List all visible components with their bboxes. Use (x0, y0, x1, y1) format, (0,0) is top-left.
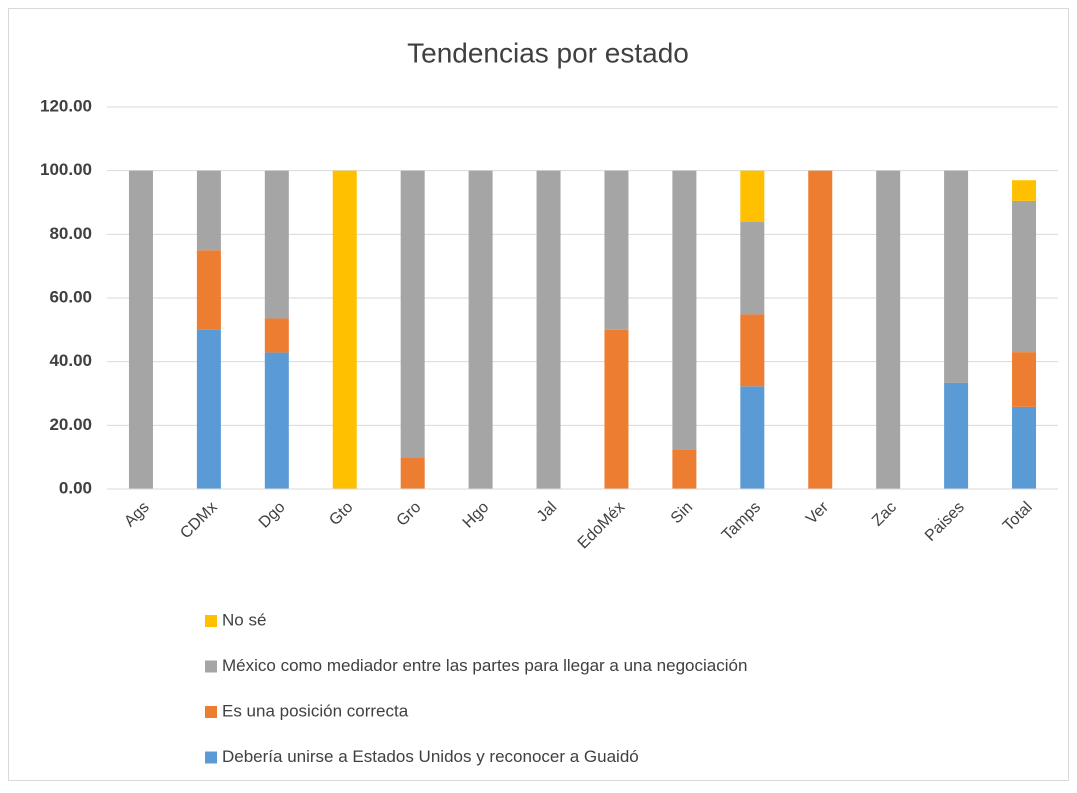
bar-segment (1012, 180, 1037, 201)
bar-segment (196, 329, 221, 489)
legend-label: No sé (222, 610, 266, 629)
bar-segment (264, 352, 289, 489)
y-tick-label: 80.00 (49, 224, 92, 243)
bar-segment (944, 170, 969, 383)
chart-title: Tendencias por estado (407, 37, 689, 68)
y-tick-label: 60.00 (49, 287, 92, 306)
bar-segment (604, 329, 629, 489)
y-tick-label: 20.00 (49, 415, 92, 434)
legend-label: Es una posición correcta (222, 701, 409, 720)
legend-swatch (205, 706, 217, 718)
legend-swatch (205, 660, 217, 673)
bar-segment (264, 318, 289, 353)
y-tick-label: 120.00 (40, 96, 92, 115)
bar-segment (400, 457, 425, 489)
legend-label: México como mediador entre las partes pa… (222, 656, 747, 675)
bar-segment (468, 170, 493, 489)
bar-segment (672, 170, 697, 450)
bar-segment (1012, 200, 1037, 353)
bar-segment (196, 250, 221, 330)
bar-segment (128, 170, 153, 489)
bar-segment (740, 222, 765, 315)
bar-segment (740, 386, 765, 489)
bar-segment (808, 170, 833, 489)
bar-segment (1012, 406, 1037, 489)
bar-segment (604, 170, 629, 330)
bar-segment (264, 170, 289, 319)
bar-segment (944, 382, 969, 489)
bar-segment (400, 170, 425, 458)
bar-segment (196, 170, 221, 251)
bar-segment (740, 314, 765, 387)
y-tick-label: 0.00 (59, 478, 92, 497)
legend-swatch (205, 751, 217, 764)
bar-segment (740, 170, 765, 223)
bar-segment (876, 170, 901, 489)
legend-label: Debería unirse a Estados Unidos y recono… (222, 747, 639, 766)
bar-segment (1012, 352, 1037, 407)
bar-segment (332, 170, 357, 489)
y-tick-label: 100.00 (40, 160, 92, 179)
y-tick-label: 40.00 (49, 351, 92, 370)
bar-segment (672, 449, 697, 489)
bar-segment (536, 170, 561, 489)
legend-swatch (205, 615, 217, 627)
